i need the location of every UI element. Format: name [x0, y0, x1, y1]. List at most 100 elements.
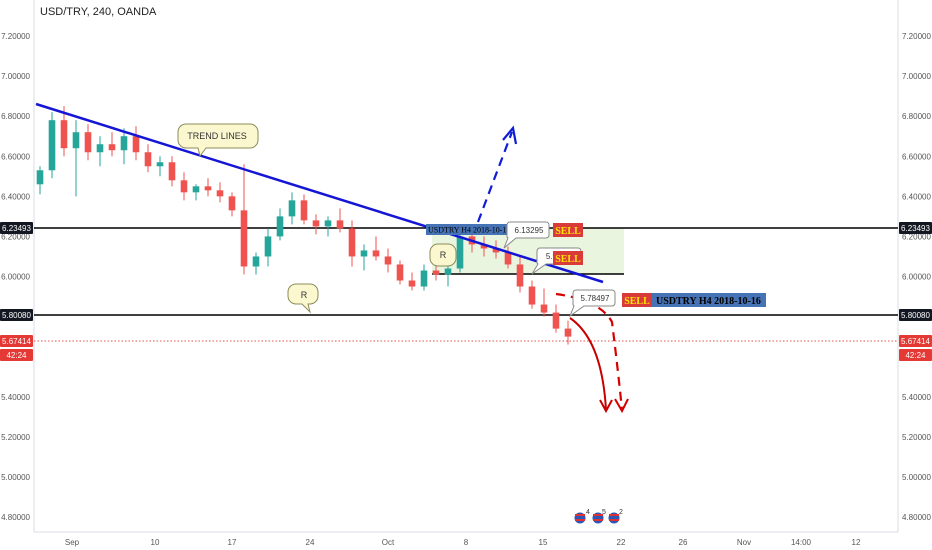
y-tick-right: 5.40000: [902, 393, 931, 402]
candle: [444, 264, 452, 287]
x-tick-label: Sep: [65, 538, 80, 547]
y-tick-right: 6.60000: [902, 152, 931, 161]
trend-lines-callout[interactable]: TREND LINES: [177, 123, 259, 158]
sell-label-2[interactable]: SELL: [553, 251, 583, 265]
y-tick-left: 6.80000: [1, 112, 30, 121]
price-badge: 5.67414: [899, 335, 932, 347]
candle: [192, 184, 200, 201]
price-callout-5.78497[interactable]: 5.78497: [568, 289, 616, 318]
sell-label-3-text: SELL: [624, 296, 650, 307]
upside-projection-arrowhead: [502, 125, 518, 145]
x-axis: Sep 10 17 24 Oct 8 15 22 26 Nov 14:00 12: [65, 538, 861, 547]
price-badge: 5.80080: [0, 309, 33, 321]
candle: [156, 156, 164, 177]
price-badge: 42:24: [899, 349, 932, 361]
downtrend-line: [35, 102, 604, 284]
candle: [180, 172, 188, 201]
y-tick-left: 5.20000: [1, 433, 30, 442]
price-badge-text: 6.23493: [2, 224, 31, 233]
candle: [396, 260, 404, 285]
price-badge: 5.80080: [899, 309, 932, 321]
sell-label-1[interactable]: SELL: [553, 223, 583, 237]
trend-lines-label: TREND LINES: [187, 131, 247, 141]
x-tick-label: 26: [679, 538, 688, 547]
r-label-2: R: [440, 250, 447, 260]
downside-projection-arrowhead: [614, 398, 629, 414]
event-count-2: 5: [602, 509, 606, 516]
y-tick-left: 6.60000: [1, 152, 30, 161]
y-tick-left: 6.40000: [1, 192, 30, 201]
y-tick-right: 6.80000: [902, 112, 931, 121]
candle: [516, 256, 524, 293]
candle: [300, 194, 308, 225]
box-title-2-bg: [652, 293, 766, 307]
candle: [144, 144, 152, 173]
y-tick-right: 7.20000: [902, 32, 931, 41]
y-tick-left: 6.00000: [1, 273, 30, 282]
candle: [540, 288, 548, 317]
price-callout-6.13295[interactable]: 6.13295: [503, 221, 550, 249]
candle: [168, 156, 176, 187]
candle: [564, 320, 572, 345]
candle: [108, 132, 116, 157]
candle: [360, 244, 368, 271]
upside-projection-line: [476, 131, 514, 223]
y-tick-left: 6.20000: [1, 232, 30, 241]
price-badge: 6.23493: [0, 222, 33, 234]
candle: [336, 208, 344, 233]
box-title-bg: [426, 224, 508, 235]
y-tick-right: 7.00000: [902, 72, 931, 81]
candle: [384, 248, 392, 273]
y-tick-left: 5.40000: [1, 393, 30, 402]
event-icons[interactable]: 4 5 2: [573, 509, 623, 525]
candle: [240, 164, 248, 275]
y-tick-right: 4.80000: [902, 513, 931, 522]
event-count-1: 4: [586, 509, 590, 516]
sell-label-2-text: SELL: [555, 254, 581, 265]
r-callout-2[interactable]: R: [429, 243, 457, 267]
x-tick-label: Nov: [737, 538, 751, 547]
candle: [60, 106, 68, 157]
x-tick-label: 12: [852, 538, 861, 547]
x-tick-label: 14:00: [791, 538, 812, 547]
candle: [48, 112, 56, 179]
r-callout-1[interactable]: R: [287, 283, 319, 314]
y-tick-right: 5.00000: [902, 473, 931, 482]
price-badge-text: 5.80080: [2, 311, 31, 320]
candle: [36, 166, 44, 195]
candle: [216, 182, 224, 203]
x-tick-label: Oct: [382, 538, 395, 547]
y-tick-left: 7.20000: [1, 32, 30, 41]
downside-projection-dashed: [555, 292, 624, 411]
price-badge: 5.67414: [0, 335, 33, 347]
x-tick-label: 24: [306, 538, 315, 547]
candle: [204, 178, 212, 197]
x-tick-label: 22: [617, 538, 626, 547]
price-badge-text: 42:24: [6, 351, 27, 360]
event-count-3: 2: [619, 509, 623, 516]
candle: [480, 236, 488, 257]
box-title-2-text: USDTRY H4 2018-10-16: [656, 296, 761, 307]
candle: [276, 208, 284, 241]
candle: [552, 304, 560, 333]
sell-label-1-text: SELL: [555, 226, 581, 237]
price-badge-text: 5.67414: [901, 337, 930, 346]
y-tick-right: 6.40000: [902, 192, 931, 201]
price-badge-text: 5.67414: [2, 337, 31, 346]
y-tick-right: 6.20000: [902, 232, 931, 241]
candle: [72, 120, 80, 197]
us-flag-icon[interactable]: [573, 511, 587, 525]
x-tick-label: 10: [151, 538, 160, 547]
x-tick-label: 17: [228, 538, 237, 547]
downside-projection-solid-arrowhead: [599, 399, 613, 414]
x-tick-label: 8: [464, 538, 469, 547]
sell-label-3[interactable]: SELL USDTRY H4 2018-10-16: [622, 293, 766, 307]
candle: [96, 136, 104, 167]
downside-projection-solid: [569, 317, 607, 411]
y-tick-left: 4.80000: [1, 513, 30, 522]
candle: [528, 280, 536, 309]
box-title-text: USDTRY H4 2018-10-16: [428, 226, 510, 235]
candle: [288, 192, 296, 225]
